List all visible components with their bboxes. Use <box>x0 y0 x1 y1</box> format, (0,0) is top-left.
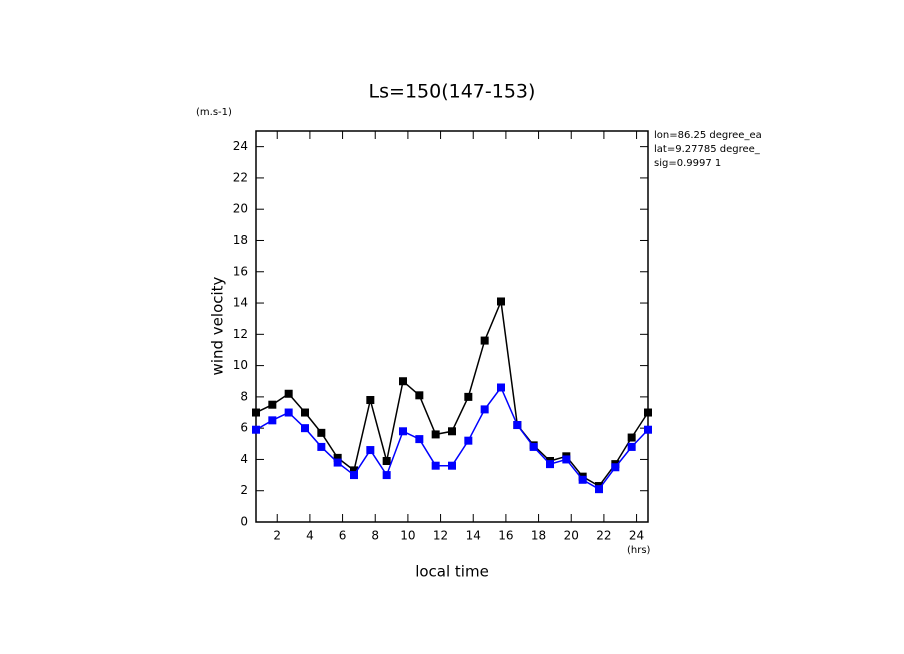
point <box>431 461 440 470</box>
point <box>399 377 407 386</box>
point <box>448 427 456 436</box>
point <box>382 471 391 480</box>
point <box>252 425 260 434</box>
y-tick-label: 2 <box>240 483 248 497</box>
y-tick-label: 4 <box>240 452 248 466</box>
point <box>497 297 505 306</box>
x-tick-label: 2 <box>273 529 281 543</box>
x-tick-label: 20 <box>564 529 579 543</box>
y-tick-label: 24 <box>233 139 248 153</box>
point <box>546 460 554 469</box>
point <box>284 389 293 398</box>
chart-title: Ls=150(147-153) <box>369 81 536 103</box>
annotation: sig=0.9997 1 <box>654 158 721 169</box>
x-tick-label: 8 <box>371 529 379 543</box>
y-tick-label: 20 <box>233 202 248 216</box>
point <box>333 453 342 462</box>
y-tick-label: 22 <box>233 170 248 184</box>
point <box>317 428 326 437</box>
y-tick-label: 18 <box>233 233 248 247</box>
point <box>497 383 505 392</box>
y-tick-label: 0 <box>240 515 248 529</box>
point <box>644 408 652 417</box>
point <box>301 424 309 433</box>
x-tick-label: 14 <box>466 529 481 543</box>
x-unit: (hrs) <box>627 545 651 556</box>
point <box>513 421 522 430</box>
point <box>284 408 293 417</box>
point <box>366 396 375 405</box>
x-axis-label: local time <box>415 563 489 581</box>
x-tick-label: 4 <box>306 529 314 543</box>
y-unit: (m.s-1) <box>196 107 232 118</box>
x-tick-label: 6 <box>339 529 347 543</box>
y-tick-label: 10 <box>233 358 248 372</box>
point <box>382 457 391 466</box>
y-tick-label: 16 <box>233 264 248 278</box>
point <box>350 466 358 475</box>
point <box>399 427 407 436</box>
point <box>562 455 571 464</box>
point <box>529 442 538 451</box>
point <box>644 425 652 434</box>
x-tick-label: 22 <box>596 529 611 543</box>
x-tick-label: 10 <box>400 529 415 543</box>
point <box>252 408 260 417</box>
point <box>333 458 342 467</box>
point <box>350 471 358 480</box>
point <box>431 430 440 439</box>
point <box>268 400 277 409</box>
point <box>317 442 326 451</box>
x-tick-label: 16 <box>498 529 513 543</box>
y-tick-label: 12 <box>233 327 248 341</box>
plot-frame <box>255 130 649 523</box>
y-tick-label: 6 <box>240 421 248 435</box>
point <box>301 408 309 417</box>
point <box>480 405 489 414</box>
point <box>627 433 636 442</box>
y-tick-label: 8 <box>240 389 248 403</box>
point <box>268 416 277 425</box>
point <box>627 442 636 451</box>
series-line <box>255 386 649 491</box>
x-tick-label: 12 <box>433 529 448 543</box>
point <box>415 435 424 444</box>
y-axis-label: wind velocity <box>209 276 227 375</box>
point <box>480 336 489 345</box>
x-tick-label: 18 <box>531 529 546 543</box>
series-line <box>255 298 649 488</box>
point <box>611 463 620 472</box>
x-tick-label: 24 <box>629 529 644 543</box>
point <box>415 391 424 400</box>
point <box>448 461 456 470</box>
annotation: lon=86.25 degree_ea <box>654 130 762 141</box>
point <box>464 436 473 445</box>
point <box>366 446 375 455</box>
point <box>595 485 603 494</box>
y-tick-label: 14 <box>233 296 248 310</box>
annotation: lat=9.27785 degree_ <box>654 144 761 155</box>
point <box>464 392 473 401</box>
point <box>578 475 587 484</box>
